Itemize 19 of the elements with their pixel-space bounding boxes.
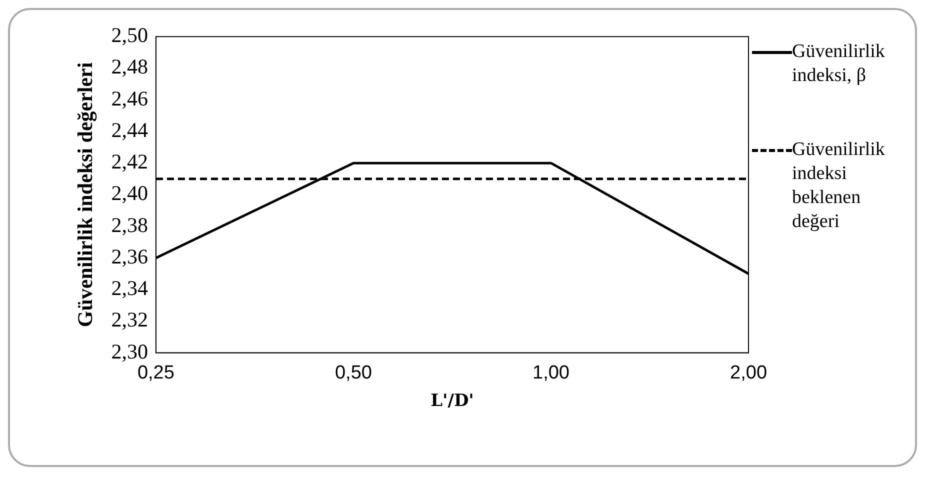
y-tick-label: 2,38 — [111, 212, 148, 237]
y-tick-label: 2,46 — [111, 86, 148, 110]
y-tick-label: 2,42 — [111, 150, 148, 174]
y-tick-label: 2,36 — [111, 244, 148, 268]
x-tick-label: 1,00 — [532, 362, 570, 384]
legend-label: Güvenilirlik indeksi beklenen değeri — [792, 138, 886, 234]
x-axis-title: L'/D' — [430, 391, 474, 412]
y-axis-title: Güvenilirlik indeksi değerleri — [73, 62, 98, 328]
x-tick-label: 0,50 — [334, 362, 372, 384]
x-tick-label: 2,00 — [730, 362, 767, 384]
y-tick-label: 2,40 — [111, 181, 148, 206]
y-tick-label: 2,44 — [111, 118, 148, 142]
legend-label: Güvenilirlik indeksi, β — [792, 40, 886, 88]
x-tick-label: 0,25 — [137, 362, 174, 384]
y-tick-label: 2,30 — [111, 339, 148, 364]
y-tick-label: 2,50 — [111, 23, 148, 48]
y-tick-label: 2,32 — [111, 308, 148, 332]
y-tick-label: 2,34 — [111, 276, 148, 300]
y-tick-label: 2,48 — [111, 54, 148, 79]
